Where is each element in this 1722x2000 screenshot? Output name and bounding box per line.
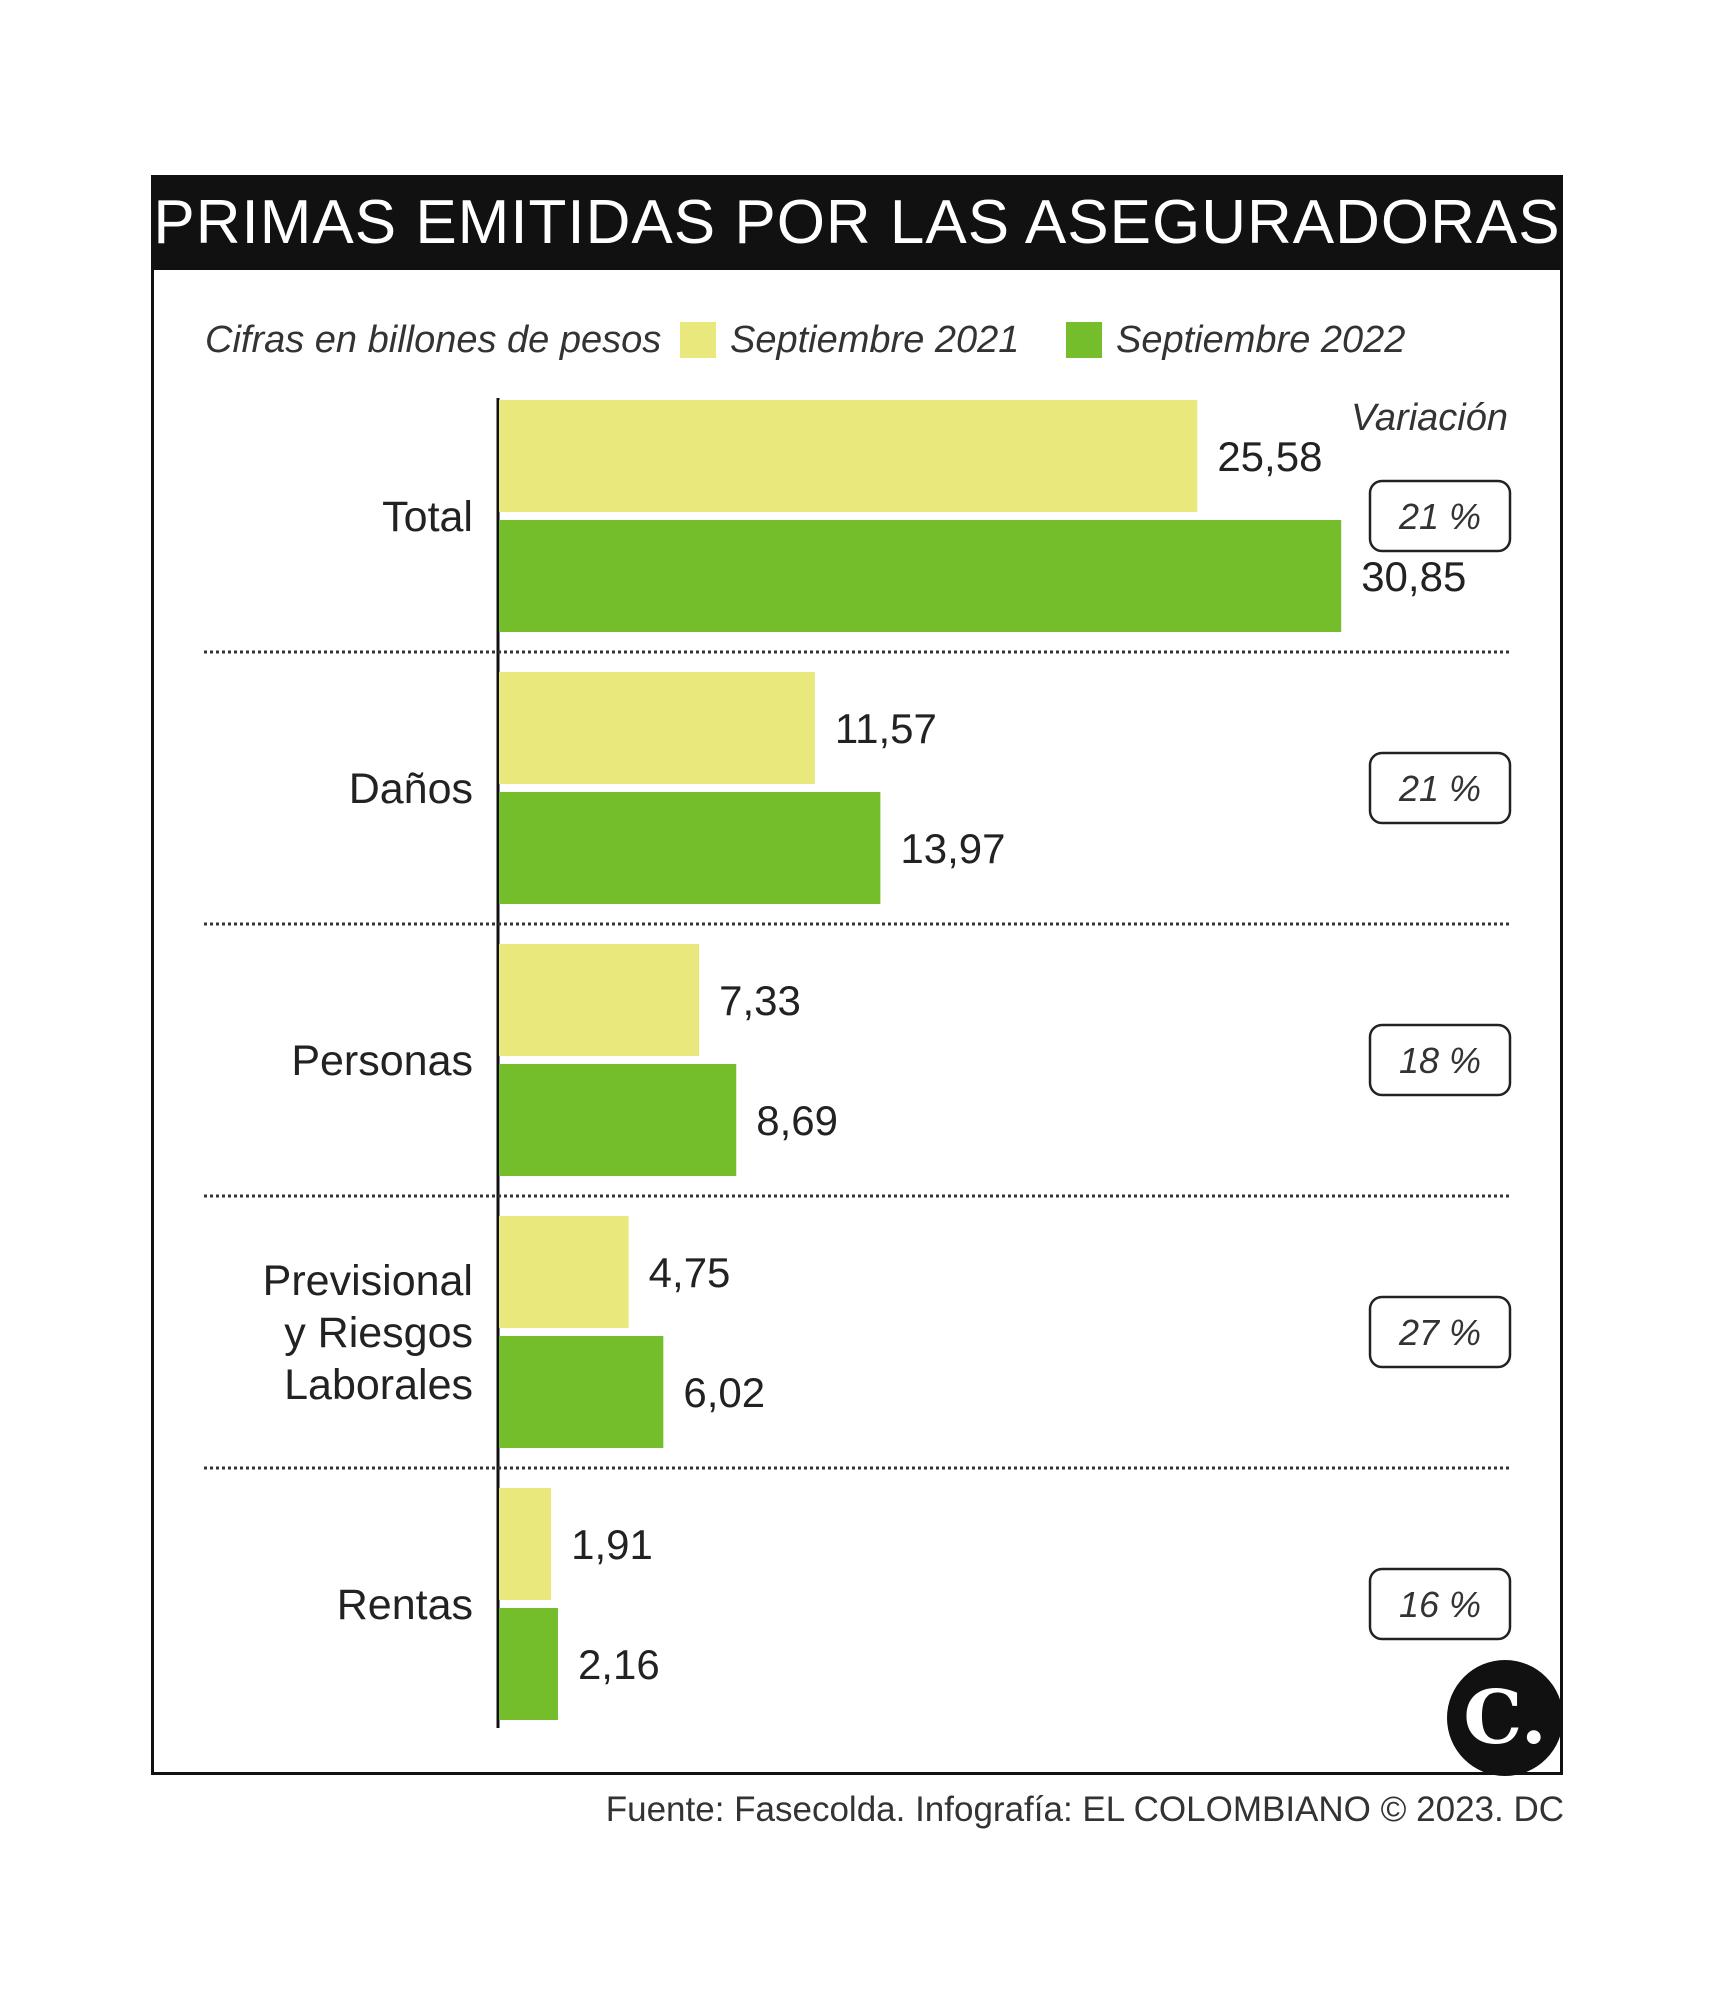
variation-box <box>1368 479 1512 553</box>
category-label: Rentas <box>337 1581 473 1629</box>
data-label: 7,33 <box>719 977 801 1024</box>
legend-label-2: Septiembre 2022 <box>1116 319 1405 361</box>
bar <box>499 1216 629 1328</box>
variation-value: 16 % <box>1399 1584 1481 1625</box>
bar <box>499 1064 737 1176</box>
category-label: Daños <box>349 765 473 813</box>
units-note: Cifras en billones de pesos <box>205 319 661 361</box>
variation-header: Variación <box>1351 397 1508 439</box>
bar <box>499 400 1198 512</box>
category-label: Previsional y Riesgos Laborales <box>263 1257 473 1409</box>
category-label: Personas <box>291 1037 473 1085</box>
source-credit: Fuente: Fasecolda. Infografía: EL COLOMB… <box>605 1790 1564 1829</box>
variation-value: 18 % <box>1399 1040 1481 1081</box>
chart-title: PRIMAS EMITIDAS POR LAS ASEGURADORAS <box>153 188 1561 257</box>
legend-swatch-2 <box>1066 322 1102 358</box>
data-label: 11,57 <box>835 705 937 752</box>
legend-swatch-1 <box>680 322 716 358</box>
variation-value: 27 % <box>1398 1312 1481 1353</box>
title-bar: PRIMAS EMITIDAS POR LAS ASEGURADORAS <box>151 175 1563 270</box>
data-label: 13,97 <box>900 825 1005 872</box>
variation-box <box>1368 1567 1512 1641</box>
data-label: 30,85 <box>1361 553 1466 600</box>
legend-label-1: Septiembre 2021 <box>730 319 1019 361</box>
data-label: 25,58 <box>1217 433 1322 480</box>
bar <box>499 1488 552 1600</box>
bar <box>499 944 700 1056</box>
data-label: 6,02 <box>683 1369 765 1416</box>
data-label: 8,69 <box>756 1097 838 1144</box>
el-colombiano-logo: C. <box>1447 1660 1563 1776</box>
bar <box>499 520 1342 632</box>
data-label: 2,16 <box>578 1641 660 1688</box>
variation-value: 21 % <box>1398 768 1481 809</box>
variation-box <box>1368 1295 1512 1369</box>
bar <box>499 672 815 784</box>
bar <box>499 792 881 904</box>
variation-box <box>1368 1023 1512 1097</box>
variation-value: 21 % <box>1398 496 1481 537</box>
data-label: 1,91 <box>571 1521 653 1568</box>
variation-box <box>1368 751 1512 825</box>
bar <box>499 1608 558 1720</box>
data-label: 4,75 <box>649 1249 731 1296</box>
category-label: Total <box>382 493 473 541</box>
bar <box>499 1336 664 1448</box>
